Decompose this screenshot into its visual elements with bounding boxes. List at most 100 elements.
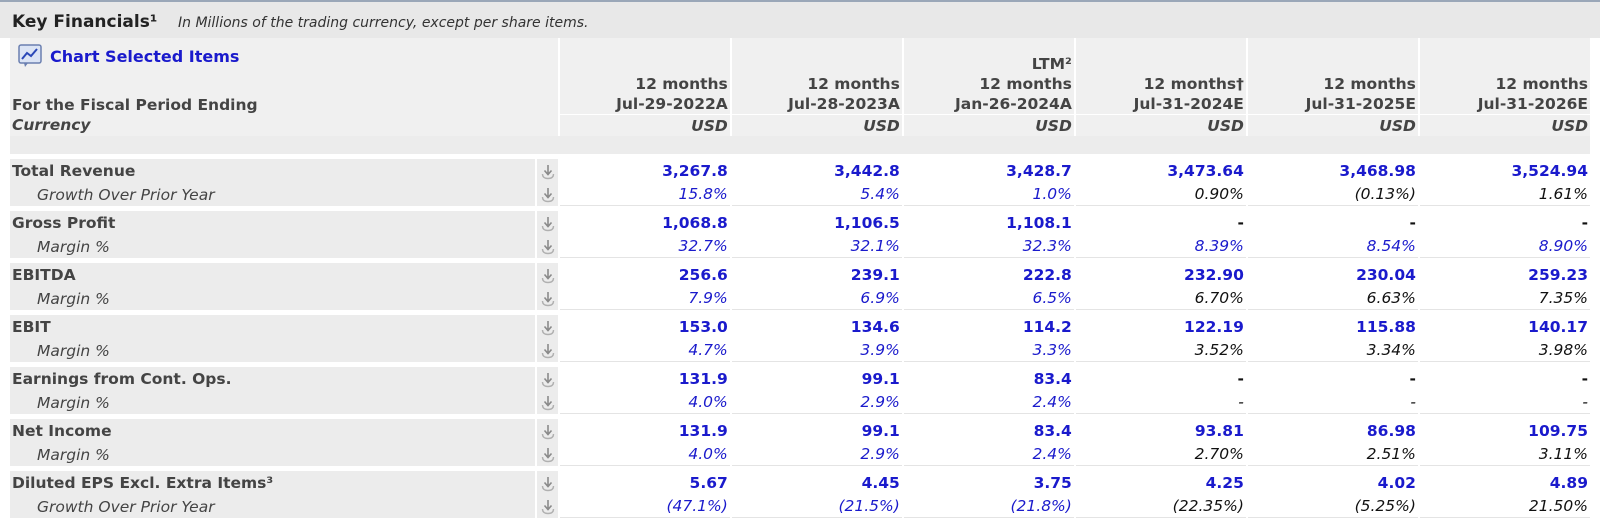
download-icon[interactable] <box>541 187 555 203</box>
download-icon[interactable] <box>541 447 555 463</box>
value-cell[interactable]: 3.75 <box>903 471 1074 495</box>
table-row[interactable]: Gross Profit 1,068.8 1,106.5 1,108.1- - - <box>10 211 1590 235</box>
value-cell[interactable]: 3,442.8 <box>731 159 902 183</box>
table-row[interactable]: Growth Over Prior Year 15.8% 5.4% 1.0% 0.90%… <box>10 183 1590 206</box>
value-cell[interactable]: 4.25 <box>1075 471 1246 495</box>
table-row[interactable]: Margin % 32.7% 32.1% 32.3% 8.39% 8.54% 8.90% <box>10 235 1590 258</box>
row-action-cell[interactable] <box>537 495 558 518</box>
chart-selected-items-link[interactable]: Chart Selected Items <box>18 44 239 68</box>
row-action-cell[interactable] <box>537 471 558 495</box>
value-cell[interactable]: 15.8% <box>559 183 730 206</box>
value-cell[interactable]: 239.1 <box>731 263 902 287</box>
row-action-cell[interactable] <box>537 419 558 443</box>
value-cell[interactable]: 8.90% <box>1419 235 1590 258</box>
download-icon[interactable] <box>541 239 555 255</box>
download-icon[interactable] <box>541 268 555 284</box>
value-cell[interactable]: 222.8 <box>903 263 1074 287</box>
value-cell[interactable]: 32.3% <box>903 235 1074 258</box>
row-action-cell[interactable] <box>537 183 558 206</box>
value-cell[interactable]: 3,468.98 <box>1247 159 1418 183</box>
value-cell[interactable]: 256.6 <box>559 263 730 287</box>
value-cell[interactable]: 4.89 <box>1419 471 1590 495</box>
table-row[interactable]: EBITDA 256.6 239.1 222.8 232.90 230.04 259.23 <box>10 263 1590 287</box>
value-cell[interactable]: 4.0% <box>559 391 730 414</box>
row-action-cell[interactable] <box>537 443 558 466</box>
value-cell[interactable]: 232.90 <box>1075 263 1246 287</box>
value-cell[interactable]: (21.8%) <box>903 495 1074 518</box>
table-row[interactable]: Total Revenue 3,267.8 3,442.8 3,428.7 3,473.… <box>10 159 1590 183</box>
download-icon[interactable] <box>541 320 555 336</box>
value-cell[interactable]: 140.17 <box>1419 315 1590 339</box>
table-row[interactable]: Net Income 131.9 99.1 83.4 93.81 86.98 109.75 <box>10 419 1590 443</box>
value-cell[interactable]: 3,428.7 <box>903 159 1074 183</box>
value-cell[interactable]: 4.0% <box>559 443 730 466</box>
value-cell[interactable]: 7.9% <box>559 287 730 310</box>
value-cell[interactable]: 114.2 <box>903 315 1074 339</box>
download-icon[interactable] <box>541 499 555 515</box>
value-cell[interactable]: 3.9% <box>731 339 902 362</box>
value-cell[interactable]: 8.54% <box>1247 235 1418 258</box>
value-cell[interactable]: 6.9% <box>731 287 902 310</box>
value-cell[interactable]: 5.67 <box>559 471 730 495</box>
value-cell[interactable]: 131.9 <box>559 419 730 443</box>
value-cell[interactable]: (47.1%) <box>559 495 730 518</box>
value-cell[interactable]: 134.6 <box>731 315 902 339</box>
value-cell[interactable]: 93.81 <box>1075 419 1246 443</box>
row-action-cell[interactable] <box>537 211 558 235</box>
table-row[interactable]: Diluted EPS Excl. Extra Items³ 5.67 4.45 3.… <box>10 471 1590 495</box>
table-row[interactable]: Margin % 4.0% 2.9% 2.4% 2.70% 2.51% 3.11% <box>10 443 1590 466</box>
row-action-cell[interactable] <box>537 159 558 183</box>
value-cell[interactable]: 259.23 <box>1419 263 1590 287</box>
value-cell[interactable]: 109.75 <box>1419 419 1590 443</box>
value-cell[interactable]: (21.5%) <box>731 495 902 518</box>
value-cell[interactable]: 115.88 <box>1247 315 1418 339</box>
row-action-cell[interactable] <box>537 235 558 258</box>
value-cell[interactable]: 4.7% <box>559 339 730 362</box>
download-icon[interactable] <box>541 164 555 180</box>
value-cell[interactable]: 1,108.1 <box>903 211 1074 235</box>
value-cell[interactable]: 131.9 <box>559 367 730 391</box>
value-cell[interactable]: 3,267.8 <box>559 159 730 183</box>
value-cell[interactable]: 3,524.94 <box>1419 159 1590 183</box>
row-action-cell[interactable] <box>537 339 558 362</box>
value-cell[interactable]: 3,473.64 <box>1075 159 1246 183</box>
row-action-cell[interactable] <box>537 315 558 339</box>
value-cell[interactable]: 86.98 <box>1247 419 1418 443</box>
download-icon[interactable] <box>541 424 555 440</box>
table-row[interactable]: Growth Over Prior Year (47.1%) (21.5%) (21.… <box>10 495 1590 518</box>
table-row[interactable]: EBIT 153.0 134.6 114.2 122.19 115.88 140.17 <box>10 315 1590 339</box>
row-action-cell[interactable] <box>537 391 558 414</box>
value-cell[interactable]: 3.3% <box>903 339 1074 362</box>
value-cell[interactable]: 83.4 <box>903 419 1074 443</box>
value-cell[interactable]: 153.0 <box>559 315 730 339</box>
value-cell[interactable]: 99.1 <box>731 419 902 443</box>
download-icon[interactable] <box>541 476 555 492</box>
value-cell[interactable]: 1.0% <box>903 183 1074 206</box>
value-cell[interactable]: 4.02 <box>1247 471 1418 495</box>
download-icon[interactable] <box>541 291 555 307</box>
value-cell[interactable]: 2.4% <box>903 391 1074 414</box>
table-row[interactable]: Margin % 4.7% 3.9% 3.3% 3.52% 3.34% 3.98% <box>10 339 1590 362</box>
value-cell[interactable]: 4.45 <box>731 471 902 495</box>
value-cell[interactable]: 5.4% <box>731 183 902 206</box>
value-cell[interactable]: 230.04 <box>1247 263 1418 287</box>
value-cell[interactable]: 2.4% <box>903 443 1074 466</box>
value-cell[interactable]: 32.7% <box>559 235 730 258</box>
row-action-cell[interactable] <box>537 263 558 287</box>
download-icon[interactable] <box>541 343 555 359</box>
value-cell[interactable]: 99.1 <box>731 367 902 391</box>
value-cell[interactable]: 1,068.8 <box>559 211 730 235</box>
table-row[interactable]: Earnings from Cont. Ops. 131.9 99.1 83.4- - - <box>10 367 1590 391</box>
value-cell[interactable]: 122.19 <box>1075 315 1246 339</box>
value-cell[interactable]: 6.5% <box>903 287 1074 310</box>
table-row[interactable]: Margin % 7.9% 6.9% 6.5% 6.70% 6.63% 7.35% <box>10 287 1590 310</box>
value-cell[interactable]: 2.9% <box>731 443 902 466</box>
value-cell[interactable]: 32.1% <box>731 235 902 258</box>
download-icon[interactable] <box>541 372 555 388</box>
row-action-cell[interactable] <box>537 367 558 391</box>
download-icon[interactable] <box>541 395 555 411</box>
table-row[interactable]: Margin % 4.0% 2.9% 2.4% - - - <box>10 391 1590 414</box>
value-cell[interactable]: 1,106.5 <box>731 211 902 235</box>
download-icon[interactable] <box>541 216 555 232</box>
value-cell[interactable]: 2.9% <box>731 391 902 414</box>
